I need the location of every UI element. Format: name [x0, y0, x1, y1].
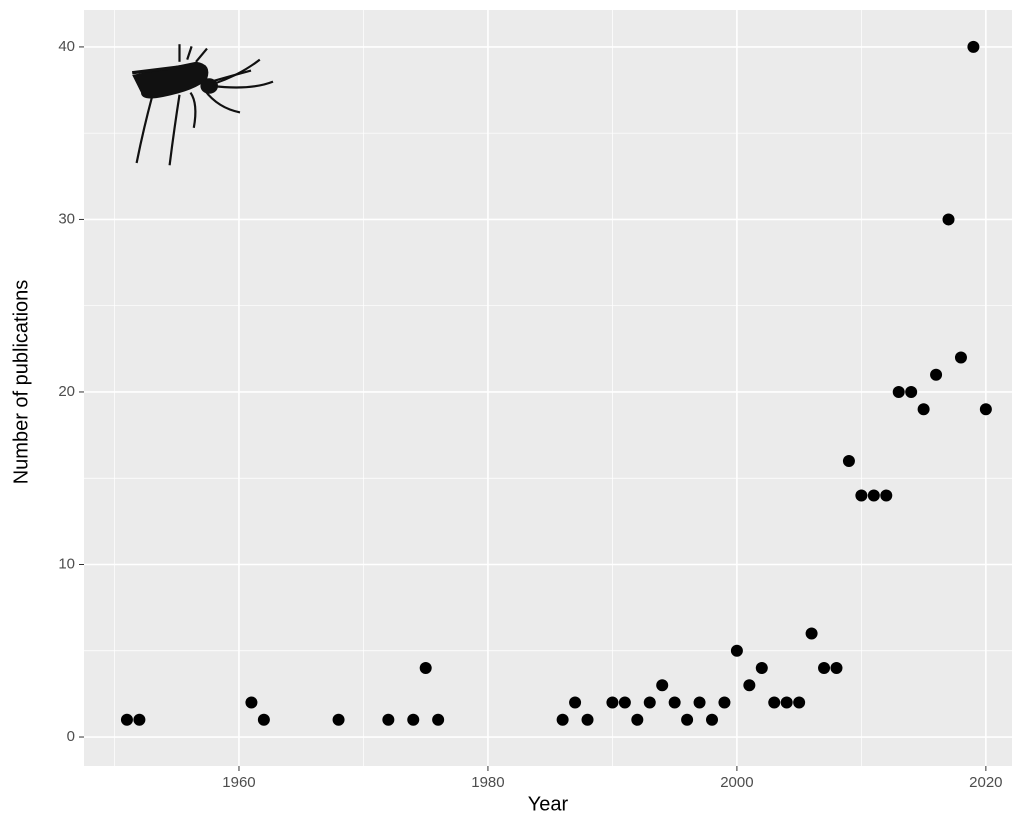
point [980, 403, 992, 415]
point [606, 697, 618, 709]
point [133, 714, 145, 726]
point [768, 697, 780, 709]
x-axis-title: Year [528, 793, 569, 815]
point [930, 369, 942, 381]
point [843, 455, 855, 467]
point [656, 679, 668, 691]
point [830, 662, 842, 674]
point [943, 213, 955, 225]
point [631, 714, 643, 726]
y-axis-title: Number of publications [10, 280, 32, 485]
point [967, 41, 979, 53]
point [855, 489, 867, 501]
point [694, 697, 706, 709]
point [918, 403, 930, 415]
point [619, 697, 631, 709]
x-tick-label: 1980 [471, 774, 504, 791]
point [258, 714, 270, 726]
point [407, 714, 419, 726]
point [333, 714, 345, 726]
y-tick-label: 40 [58, 38, 75, 55]
point [669, 697, 681, 709]
y-tick-label: 0 [67, 728, 75, 745]
panel [84, 10, 1012, 766]
y-tick-label: 20 [58, 383, 75, 400]
point [681, 714, 693, 726]
point [582, 714, 594, 726]
point [121, 714, 133, 726]
point [420, 662, 432, 674]
point [880, 489, 892, 501]
point [955, 351, 967, 363]
y-tick-label: 10 [58, 555, 75, 572]
point [893, 386, 905, 398]
point [868, 489, 880, 501]
x-tick-label: 2020 [969, 774, 1002, 791]
point [706, 714, 718, 726]
y-tick-label: 30 [58, 210, 75, 227]
point [743, 679, 755, 691]
x-tick-label: 1960 [222, 774, 255, 791]
point [718, 697, 730, 709]
point [569, 697, 581, 709]
point [432, 714, 444, 726]
point [756, 662, 768, 674]
chart: Year Number of publications 1960 1980 2000… [0, 0, 1014, 817]
point [818, 662, 830, 674]
point [245, 697, 257, 709]
point [557, 714, 569, 726]
x-tick-label: 2000 [720, 774, 753, 791]
point [905, 386, 917, 398]
point [806, 628, 818, 640]
point [382, 714, 394, 726]
point [644, 697, 656, 709]
point [793, 697, 805, 709]
point [781, 697, 793, 709]
point [731, 645, 743, 657]
